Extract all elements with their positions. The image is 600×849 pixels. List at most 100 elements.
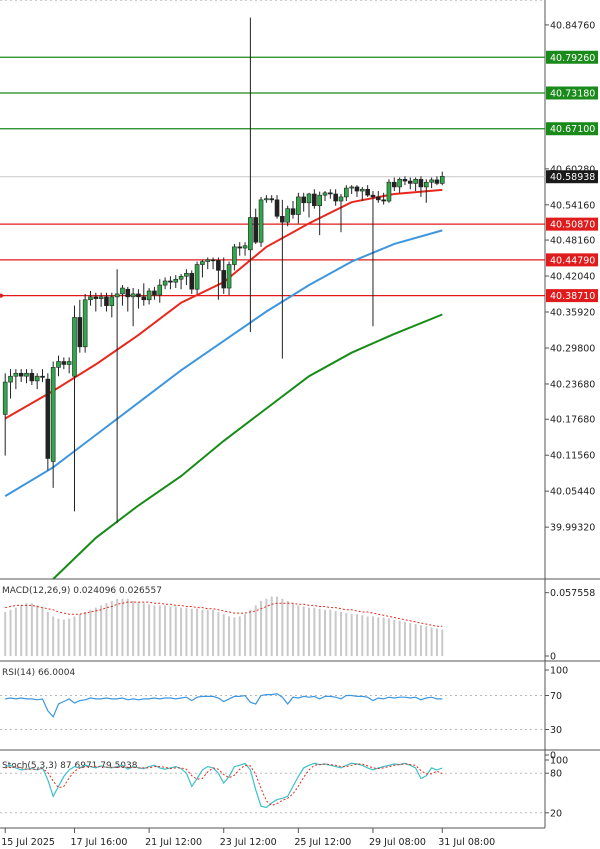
rsi-label: RSI(14) 66.0004	[2, 668, 75, 678]
price-tick-label: 40.23680	[550, 379, 595, 390]
pane-frames	[0, 0, 600, 829]
macd-tick-label: 0	[550, 652, 556, 663]
candle-body	[200, 261, 205, 265]
price-tick-label: 40.54160	[550, 200, 595, 211]
level-label: 40.44790	[550, 255, 595, 266]
candle-body	[98, 296, 104, 299]
stoch-d-line	[5, 763, 443, 807]
price-tick-label: 40.48160	[550, 236, 595, 247]
current-price-marker: 40.58938	[546, 170, 598, 184]
level-edge-marker	[0, 293, 3, 298]
time-tick-label: 15 Jul 2025	[1, 837, 55, 848]
price-axis: 40.84760 40.60280 40.54160 40.48160 40.42040…	[545, 20, 595, 534]
candle-body	[317, 194, 322, 207]
rsi-tick-label: 0	[550, 751, 556, 762]
candle-body	[82, 299, 88, 348]
level-label-box	[546, 122, 598, 136]
candle-body	[290, 208, 296, 215]
current-price-box	[546, 170, 598, 184]
candle-body	[216, 260, 221, 271]
candle-body	[375, 196, 381, 201]
candle-body	[40, 375, 45, 378]
moving-average-line	[4, 229, 443, 497]
candle-body	[194, 264, 200, 290]
candle-body	[264, 198, 269, 201]
price-tick-label: 40.29800	[550, 343, 595, 354]
candle-body	[45, 378, 51, 459]
macd-pane: MACD(12,26,9) 0.024096 0.026557 0.057558…	[2, 586, 595, 663]
candle-body	[360, 188, 365, 192]
macd-label: MACD(12,26,9) 0.024096 0.026557	[2, 586, 162, 596]
candle-body	[269, 198, 275, 201]
candle-body	[189, 273, 195, 290]
rsi-tick-label: 30	[550, 725, 562, 736]
price-tick-label: 40.42040	[550, 272, 595, 283]
candle-body	[312, 193, 317, 207]
candle-body	[184, 273, 189, 277]
price-tick-label: 40.84760	[550, 20, 595, 31]
candle-body	[205, 259, 211, 262]
candle-body	[274, 199, 280, 217]
stoch-k-line	[5, 762, 443, 809]
candle-body	[386, 181, 392, 202]
stoch-tick-label: 100	[550, 756, 568, 767]
candle-body	[221, 270, 227, 289]
candle-body	[338, 196, 344, 202]
level-label: 40.38710	[550, 291, 595, 302]
candle-body	[136, 293, 141, 298]
stoch-tick-label: 80	[550, 769, 562, 780]
candle-body	[120, 287, 125, 295]
candle-body	[114, 293, 120, 298]
candle-body	[109, 296, 115, 306]
candle-body	[328, 192, 333, 195]
candle-body	[93, 296, 99, 299]
candle-body	[56, 361, 61, 368]
candle-body	[50, 367, 56, 462]
candle-body	[146, 290, 152, 301]
candle-body	[88, 296, 93, 301]
price-tick-label: 40.17680	[550, 415, 595, 426]
candle-body	[349, 186, 354, 189]
time-tick-label: 17 Jul 16:00	[70, 837, 127, 848]
candle-body	[429, 179, 434, 183]
current-price-label: 40.58938	[550, 172, 595, 183]
candle-body	[434, 179, 440, 184]
level-label-box	[546, 86, 598, 100]
price-tick-label: 40.11560	[550, 451, 595, 462]
candle-body	[141, 296, 147, 301]
candle-body	[418, 178, 424, 188]
candle-body	[423, 181, 429, 188]
candle-body	[301, 196, 306, 204]
candle-body	[104, 296, 109, 306]
time-tick-label: 21 Jul 12:00	[145, 837, 202, 848]
price-tick-label: 40.35920	[550, 308, 595, 319]
candle-body	[248, 217, 253, 251]
candle-body	[397, 178, 402, 188]
candle-body	[173, 278, 179, 283]
candle-body	[24, 372, 29, 377]
candle-body	[13, 372, 19, 377]
candle-body	[439, 176, 445, 184]
candle-body	[29, 372, 35, 382]
candle-body	[258, 199, 264, 243]
stoch-tick-label: 20	[550, 808, 562, 819]
candlestick-series	[2, 17, 445, 524]
candle-body	[280, 216, 285, 223]
candle-body	[365, 188, 370, 196]
candle-body	[413, 178, 418, 184]
candle-body	[125, 288, 131, 298]
level-label-box	[546, 50, 598, 64]
candle-body	[391, 181, 397, 188]
candle-body	[178, 275, 184, 280]
time-axis: 15 Jul 2025 17 Jul 16:00 21 Jul 12:00 23 Ju…	[1, 828, 495, 848]
candle-body	[381, 199, 386, 202]
time-tick-label: 31 Jul 08:00	[438, 837, 495, 848]
candle-body	[130, 293, 136, 298]
macd-tick-label: 0.057558	[550, 588, 595, 599]
moving-averages	[4, 188, 443, 580]
candle-body	[226, 264, 232, 289]
level-label: 40.67100	[550, 124, 595, 135]
candle-body	[306, 193, 312, 204]
candle-body	[66, 361, 72, 365]
